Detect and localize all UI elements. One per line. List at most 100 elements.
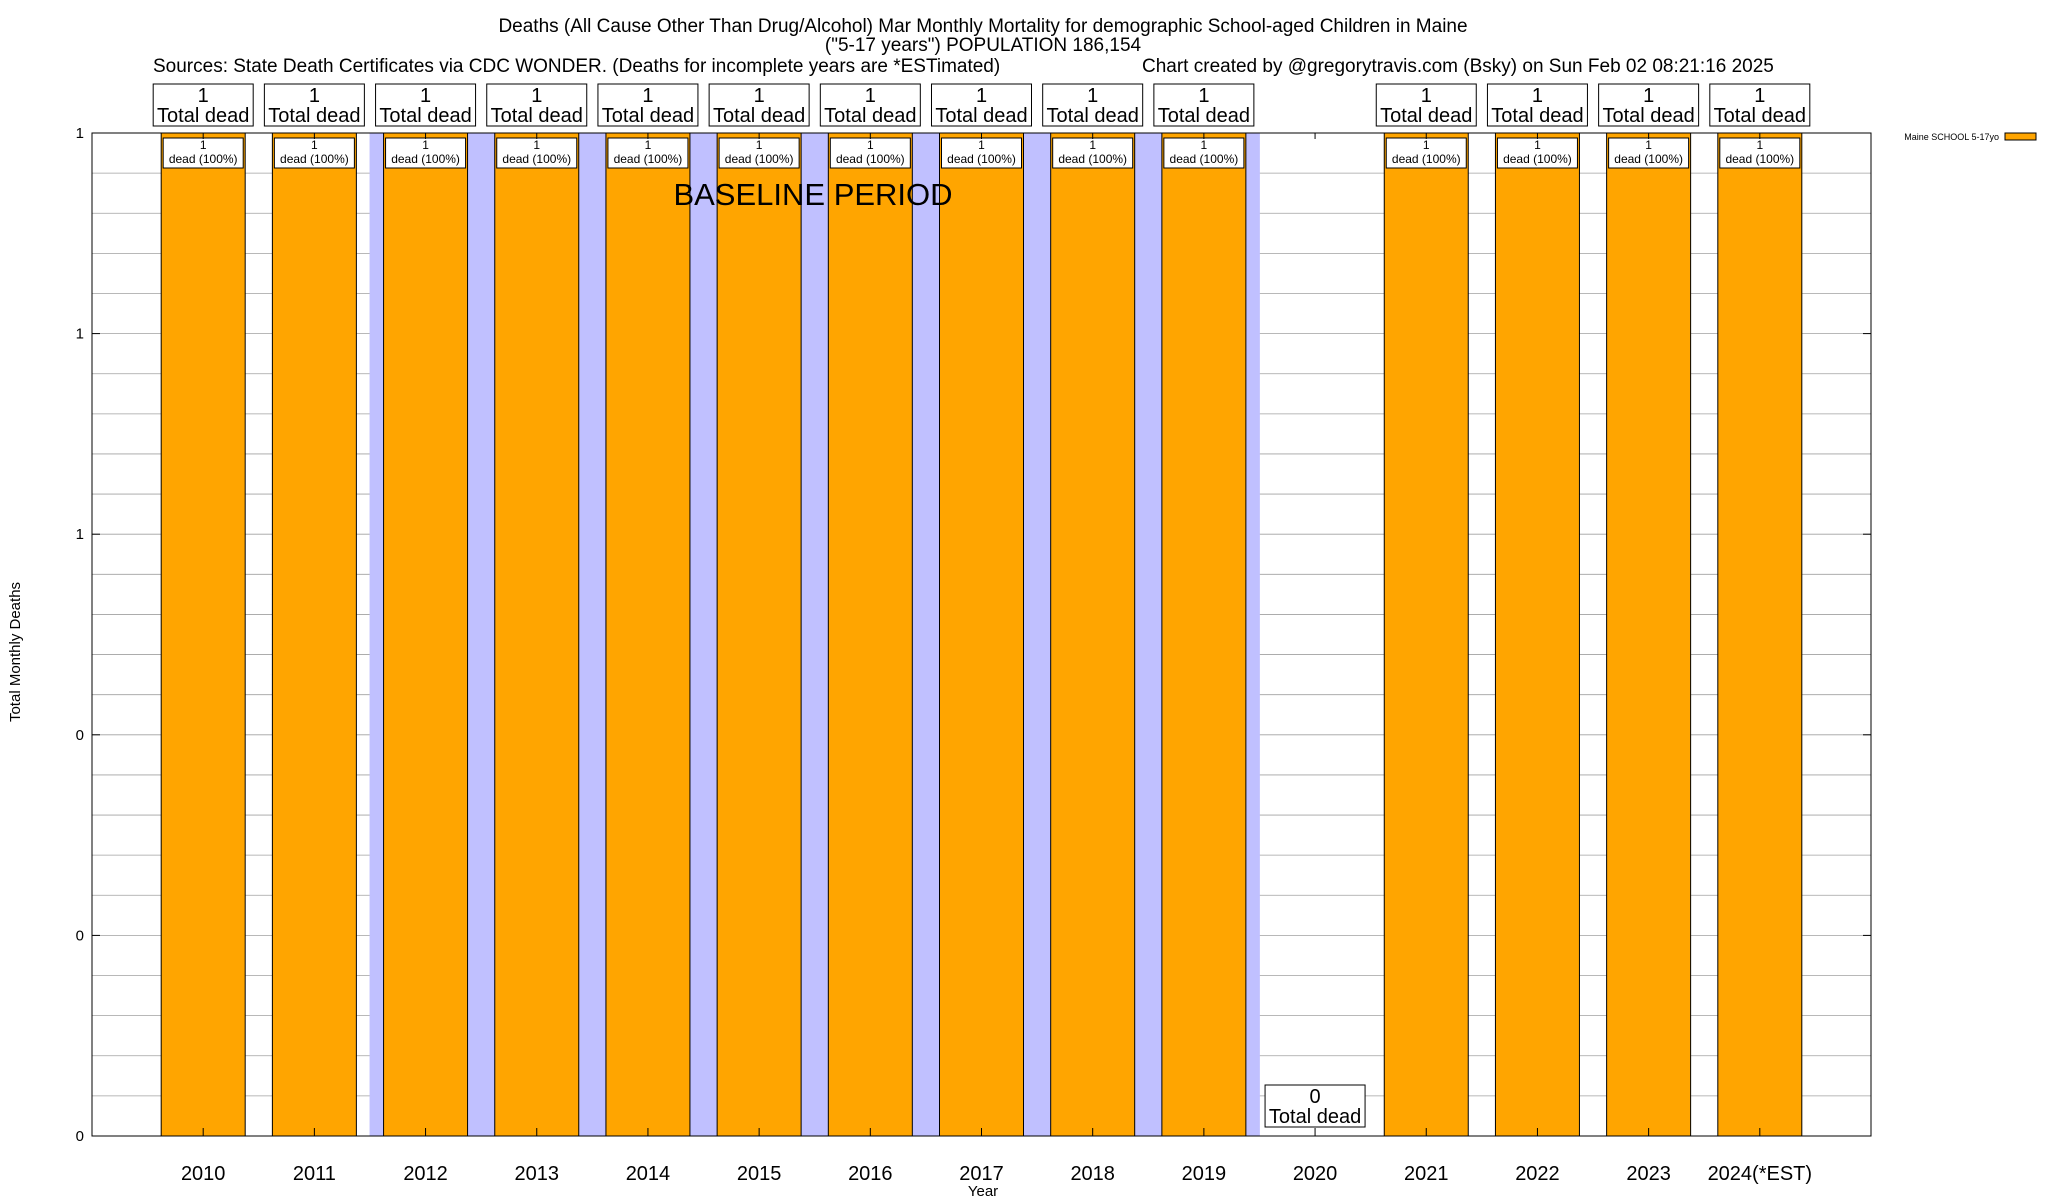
bar — [160, 132, 246, 1137]
pct-label-box — [496, 137, 578, 169]
pct-label-box — [829, 137, 911, 169]
y-tick-label: 0 — [76, 927, 84, 944]
pct-count-label: 1 — [1756, 138, 1763, 152]
x-tick-label: 2014 — [626, 1163, 671, 1185]
total-label-box — [375, 83, 477, 127]
x-tick-label: 2011 — [293, 1163, 336, 1185]
baseline-period-label: BASELINE PERIOD — [673, 177, 952, 212]
total-label-box — [708, 83, 810, 127]
total-count-label: 1 — [754, 85, 765, 107]
total-dead-label: Total dead — [1158, 105, 1250, 127]
bar — [1383, 132, 1469, 1137]
total-label-box — [263, 83, 365, 127]
pct-text-label: dead (100%) — [725, 152, 794, 166]
pct-text-label: dead (100%) — [836, 152, 905, 166]
total-count-label: 1 — [1198, 85, 1209, 107]
baseline-band — [1023, 133, 1051, 1136]
pct-count-label: 1 — [1201, 138, 1208, 152]
pct-label-box — [1496, 137, 1578, 169]
y-tick-label: 0 — [76, 1128, 84, 1145]
pct-label-box — [1163, 137, 1245, 169]
total-dead-label: Total dead — [157, 105, 249, 127]
legend-label: Maine SCHOOL 5-17yo — [1904, 132, 1999, 142]
x-tick-label: 2021 — [1404, 1163, 1449, 1185]
pct-label-box — [162, 137, 244, 169]
y-tick-label: 1 — [76, 326, 84, 343]
baseline-band — [689, 133, 718, 1136]
y-tick-label: 0 — [76, 727, 84, 744]
bar — [1161, 132, 1247, 1137]
x-tick-label: 2012 — [403, 1163, 448, 1185]
pct-count-label: 1 — [756, 138, 763, 152]
total-dead-label: Total dead — [1602, 105, 1694, 127]
total-label-box — [1153, 83, 1255, 127]
total-label-box — [1598, 83, 1700, 127]
chart-subtitle: ("5-17 years") POPULATION 186,154 — [825, 35, 1142, 56]
pct-text-label: dead (100%) — [169, 152, 238, 166]
chart-title: Deaths (All Cause Other Than Drug/Alcoho… — [498, 16, 1467, 37]
bar — [716, 132, 802, 1137]
baseline-band — [578, 133, 606, 1136]
total-count-label: 1 — [1643, 85, 1654, 107]
pct-text-label: dead (100%) — [1392, 152, 1461, 166]
baseline-bands — [369, 133, 1260, 1136]
x-tick-label: 2024(*EST) — [1708, 1163, 1813, 1185]
legend: Maine SCHOOL 5-17yo — [1904, 132, 2037, 142]
pct-text-label: dead (100%) — [1725, 152, 1794, 166]
total-dead-label: Total dead — [824, 105, 916, 127]
baseline-band — [801, 133, 829, 1136]
x-tick-label: 2010 — [181, 1163, 226, 1185]
pct-count-label: 1 — [311, 138, 318, 152]
total-dead-label: Total dead — [1269, 1106, 1361, 1128]
total-dead-label: Total dead — [1491, 105, 1583, 127]
bar — [1717, 132, 1803, 1137]
total-dead-label: Total dead — [602, 105, 694, 127]
x-tick-label: 2017 — [959, 1163, 1004, 1185]
pct-count-label: 1 — [533, 138, 540, 152]
axes: 0 0 0 1 1 1 — [76, 125, 1872, 1145]
total-dead-label: Total dead — [1380, 105, 1472, 127]
total-label-box — [486, 83, 588, 127]
total-count-label: 1 — [1421, 85, 1432, 107]
total-label-box — [1486, 83, 1588, 127]
x-tick-label: 2022 — [1515, 1163, 1560, 1185]
total-label-box — [819, 83, 921, 127]
total-dead-label: Total dead — [1714, 105, 1806, 127]
y-tick-label: 1 — [76, 125, 84, 142]
total-label-box — [1375, 83, 1477, 127]
pct-count-label: 1 — [1645, 138, 1652, 152]
pct-label-box — [1719, 137, 1801, 169]
legend-swatch — [2004, 132, 2037, 141]
pct-label-box — [273, 137, 355, 169]
total-count-label: 1 — [1532, 85, 1543, 107]
x-tick-label: 2018 — [1070, 1163, 1115, 1185]
baseline-band — [467, 133, 495, 1136]
pct-count-label: 1 — [1534, 138, 1541, 152]
pct-count-label: 1 — [1089, 138, 1096, 152]
total-label-box — [597, 83, 699, 127]
pct-text-label: dead (100%) — [947, 152, 1016, 166]
x-axis-label: Year — [968, 1183, 998, 1200]
total-dead-label: Total dead — [713, 105, 805, 127]
bar — [271, 132, 357, 1137]
total-label-box — [1709, 83, 1811, 127]
total-dead-label: Total dead — [1047, 105, 1139, 127]
total-dead-label: Total dead — [935, 105, 1027, 127]
x-tick-label: 2013 — [515, 1163, 560, 1185]
y-tick-label: 1 — [76, 526, 84, 543]
total-count-label: 1 — [1754, 85, 1765, 107]
baseline-band — [1245, 133, 1260, 1136]
chart-header: Deaths (All Cause Other Than Drug/Alcoho… — [153, 16, 1774, 77]
bar — [1606, 132, 1692, 1137]
total-count-label: 1 — [865, 85, 876, 107]
bar — [1494, 132, 1580, 1137]
chart-sources: Sources: State Death Certificates via CD… — [153, 56, 1000, 77]
pct-text-label: dead (100%) — [502, 152, 571, 166]
pct-text-label: dead (100%) — [1058, 152, 1127, 166]
pct-count-label: 1 — [422, 138, 429, 152]
bar — [605, 132, 691, 1137]
total-count-label: 1 — [531, 85, 542, 107]
bar — [1050, 132, 1136, 1137]
